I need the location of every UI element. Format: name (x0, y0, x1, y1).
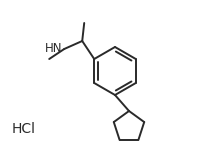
Text: HCl: HCl (12, 122, 36, 136)
Text: HN: HN (45, 42, 62, 55)
